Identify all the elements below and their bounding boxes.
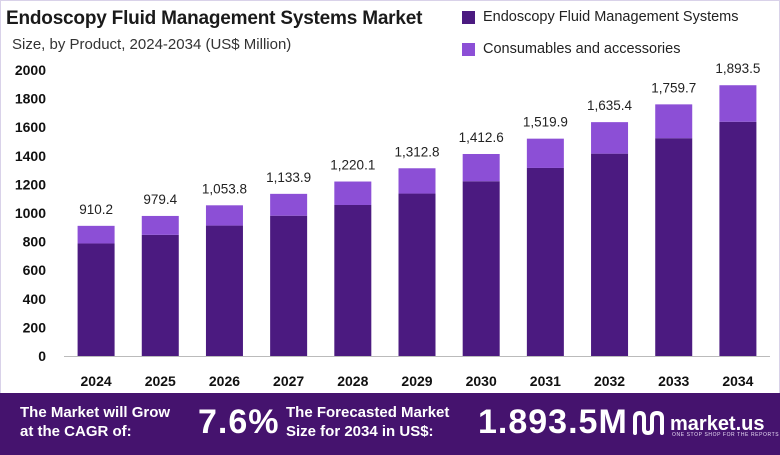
- bar-systems: [398, 193, 436, 356]
- y-tick-label: 1000: [15, 205, 46, 221]
- bar-systems: [141, 234, 179, 356]
- bar-consumables: [655, 104, 693, 139]
- x-tick-label: 2026: [209, 373, 240, 389]
- x-tick-label: 2027: [273, 373, 304, 389]
- bar-chart: 0 200 400 600 800 1000 1200 1400 1600 1800 2000 910…: [15, 61, 770, 389]
- x-tick-label: 2025: [145, 373, 176, 389]
- bar-total-label: 979.4: [143, 192, 177, 207]
- bar-consumables: [77, 225, 115, 244]
- y-tick-label: 1600: [15, 119, 46, 135]
- chart-title: Endoscopy Fluid Management Systems Marke…: [6, 8, 423, 29]
- x-tick-label: 2034: [722, 373, 753, 389]
- forecast-label-line2: Size for 2034 in US$:: [286, 423, 434, 440]
- cagr-label-line2: at the CAGR of:: [20, 423, 132, 440]
- bar-consumables: [591, 122, 629, 154]
- bar-systems: [270, 215, 308, 356]
- bar-systems: [334, 204, 372, 356]
- bar-consumables: [334, 181, 372, 205]
- bar-consumables: [526, 138, 564, 168]
- forecast-value: 1.893.5M: [478, 403, 628, 441]
- y-tick-label: 400: [23, 291, 47, 307]
- x-tick-label: 2033: [658, 373, 689, 389]
- bar-total-label: 1,053.8: [202, 181, 247, 196]
- legend-swatch-consumables: [462, 42, 475, 56]
- legend-item-systems: Endoscopy Fluid Management Systems: [462, 8, 739, 26]
- bar-consumables: [270, 193, 308, 216]
- bar-total-label: 1,759.7: [651, 80, 696, 95]
- brand-tagline: ONE STOP SHOP FOR THE REPORTS: [672, 432, 780, 438]
- y-tick-label: 600: [23, 262, 47, 278]
- brand-name: market.us: [670, 412, 765, 435]
- bar-systems: [462, 181, 500, 356]
- y-tick-label: 0: [38, 348, 46, 364]
- y-tick-label: 800: [23, 234, 47, 250]
- y-tick-label: 1400: [15, 148, 46, 164]
- x-tick-label: 2031: [530, 373, 561, 389]
- bar-systems: [655, 138, 693, 356]
- summary-banner: The Market will Grow at the CAGR of: 7.6…: [0, 393, 780, 455]
- bar-total-label: 1,635.4: [587, 98, 633, 113]
- x-tick-label: 2029: [401, 373, 432, 389]
- legend-label-consumables: Consumables and accessories: [483, 41, 681, 57]
- bar-total-label: 1,312.8: [394, 144, 439, 159]
- bar-total-label: 1,893.5: [715, 61, 760, 76]
- bar-systems: [205, 225, 243, 356]
- bar-consumables: [462, 153, 500, 182]
- y-tick-label: 1800: [15, 91, 46, 107]
- market-us-logo-icon: [633, 410, 664, 436]
- chart-subtitle: Size, by Product, 2024-2034 (US$ Million…: [12, 36, 292, 53]
- legend-item-consumables: Consumables and accessories: [462, 40, 739, 58]
- bar-total-label: 1,220.1: [330, 158, 375, 173]
- legend: Endoscopy Fluid Management Systems Consu…: [462, 8, 739, 72]
- bar-consumables: [205, 205, 243, 226]
- bar-systems: [719, 121, 757, 357]
- x-tick-label: 2024: [81, 373, 112, 389]
- x-tick-label: 2030: [466, 373, 497, 389]
- y-tick-label: 200: [23, 319, 47, 335]
- forecast-label-line1: The Forecasted Market: [286, 404, 450, 421]
- y-tick-label: 1200: [15, 176, 46, 192]
- cagr-value: 7.6%: [198, 403, 280, 441]
- legend-label-systems: Endoscopy Fluid Management Systems: [483, 9, 739, 25]
- bar-consumables: [141, 215, 179, 235]
- cagr-label-line1: The Market will Grow: [20, 404, 171, 421]
- bar-consumables: [398, 168, 436, 194]
- bar-total-label: 1,412.6: [459, 130, 504, 145]
- x-tick-label: 2032: [594, 373, 625, 389]
- bar-total-label: 910.2: [79, 202, 113, 217]
- legend-swatch-systems: [462, 10, 475, 24]
- bar-systems: [591, 153, 629, 356]
- y-tick-label: 2000: [15, 62, 46, 78]
- brand-logo: market.us: [632, 409, 765, 439]
- bar-consumables: [719, 85, 757, 122]
- bar-total-label: 1,133.9: [266, 170, 311, 185]
- x-tick-label: 2028: [337, 373, 368, 389]
- bar-total-label: 1,519.9: [523, 115, 568, 130]
- bar-systems: [77, 243, 115, 356]
- bar-systems: [526, 167, 564, 356]
